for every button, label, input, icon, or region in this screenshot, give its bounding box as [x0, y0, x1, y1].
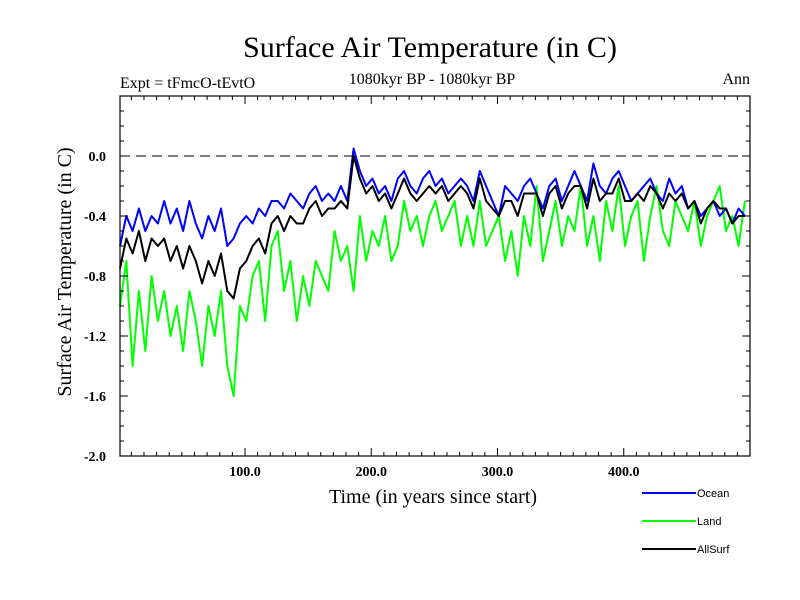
y-tick-label: -0.4 [84, 210, 106, 225]
legend-label-land: Land [697, 516, 721, 528]
x-axis-ticks: 100.0 200.0 300.0 400.0 [130, 96, 738, 480]
y-axis-label: Surface Air Temperature (in C) [54, 147, 76, 396]
y-tick-label: -1.6 [84, 390, 106, 405]
y-tick-label: -2.0 [84, 450, 106, 465]
experiment-label: Expt = tFmcO-tEvtO [120, 75, 255, 92]
x-tick-label: 300.0 [482, 465, 514, 480]
plot-area: 100.0 200.0 300.0 400.0 -2.0 -1.6 -1.2 -0.8 -0.… [84, 95, 751, 480]
x-tick-label: 400.0 [608, 465, 640, 480]
y-axis-ticks: -2.0 -1.6 -1.2 -0.8 -0.4 0.0 [84, 95, 750, 465]
series-layer [119, 147, 746, 397]
x-tick-label: 100.0 [229, 465, 261, 480]
y-tick-label: -1.2 [84, 330, 106, 345]
legend-label-allsurf: AllSurf [697, 544, 730, 556]
series-line-allsurf [119, 155, 745, 300]
series-line-ocean [119, 147, 746, 247]
y-tick-label: 0.0 [89, 150, 107, 165]
x-axis-label: Time (in years since start) [329, 486, 537, 508]
chart-subtitle: 1080kyr BP - 1080kyr BP [349, 71, 516, 88]
y-tick-label: -0.8 [84, 270, 106, 285]
series-line-land [119, 185, 746, 397]
season-label: Ann [722, 71, 750, 88]
legend-label-ocean: Ocean [697, 488, 729, 500]
legend: Ocean Land AllSurf [642, 488, 730, 556]
x-tick-label: 200.0 [355, 465, 387, 480]
chart-title: Surface Air Temperature (in C) [243, 31, 617, 64]
